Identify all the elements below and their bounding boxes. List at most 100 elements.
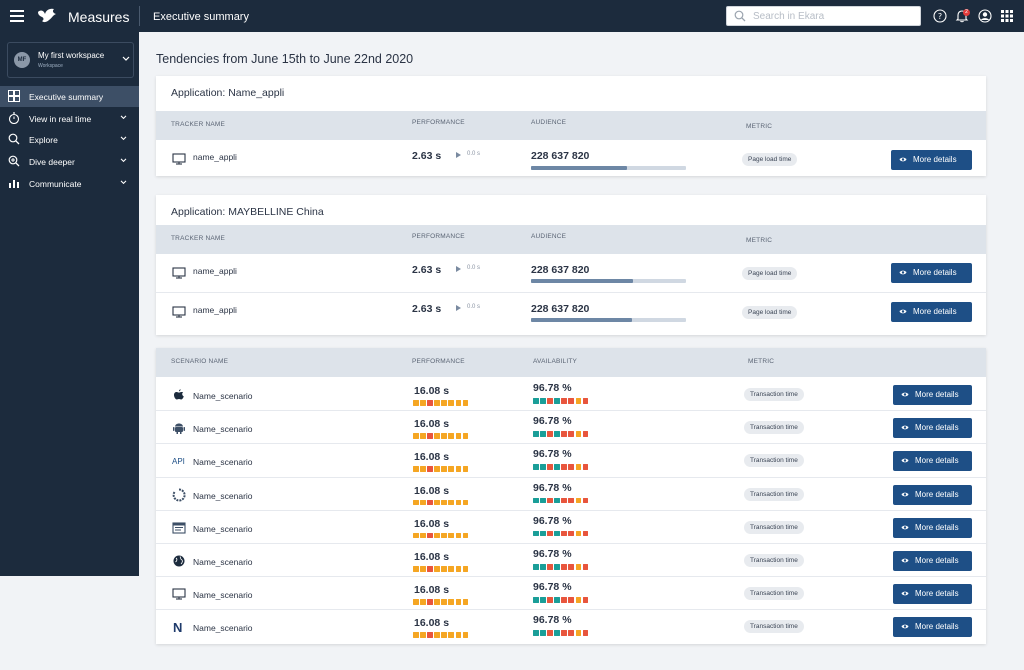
workspace-avatar: MF <box>14 52 30 68</box>
table-header: SCENARIO NAME PERFORMANCE AVAILABILITY M… <box>156 348 986 377</box>
status-square-warn <box>420 499 426 506</box>
more-details-label: More details <box>915 390 959 399</box>
availability-value: 96.78 % <box>533 548 572 560</box>
performance-history <box>413 532 470 539</box>
status-square-bad <box>568 431 574 437</box>
status-square-warn <box>434 532 440 539</box>
performance-value: 16.08 s <box>414 517 450 530</box>
header-performance: PERFORMANCE <box>412 233 465 240</box>
metric-badge: Transaction time <box>744 454 804 468</box>
app-name: Measures <box>68 9 130 25</box>
sidebar-item-1[interactable]: View in real time <box>0 108 139 129</box>
status-square-warn <box>420 532 426 539</box>
more-details-button[interactable]: More details <box>893 551 972 571</box>
performance-history <box>413 599 470 605</box>
performance-value: 2.63 s <box>412 150 442 162</box>
application-card: Application: Name_appli TRACKER NAME PER… <box>156 76 986 176</box>
status-square-bad <box>561 530 567 537</box>
status-square-warn <box>462 433 469 439</box>
status-square-bad <box>547 398 553 404</box>
performance-history <box>413 632 470 638</box>
status-square-warn <box>462 499 469 506</box>
more-details-label: More details <box>915 423 959 433</box>
status-square-warn <box>441 466 447 472</box>
more-details-button[interactable]: More details <box>893 385 972 405</box>
more-details-label: More details <box>915 622 959 632</box>
more-details-label: More details <box>915 522 959 532</box>
menu-icon[interactable] <box>10 10 24 22</box>
sidebar-item-0[interactable]: Executive summary <box>0 86 139 107</box>
sidebar-item-4[interactable]: Communicate <box>0 173 139 194</box>
more-details-button[interactable]: More details <box>891 302 972 322</box>
more-details-button[interactable]: More details <box>893 418 972 439</box>
audience-value: 228 637 820 <box>531 303 590 315</box>
status-square-bad <box>568 630 574 636</box>
more-details-label: More details <box>915 589 959 599</box>
eye-icon <box>899 157 907 162</box>
status-square-ok <box>554 431 560 437</box>
eye-icon <box>901 492 909 496</box>
more-details-button[interactable]: More details <box>893 451 972 472</box>
status-square-bad <box>561 630 567 636</box>
tracker-name: name_appli <box>193 266 237 276</box>
more-details-button[interactable]: More details <box>891 150 972 170</box>
scenario-row: Name_scenario 16.08 s 96.78 % Transactio… <box>156 478 986 511</box>
workspace-selector[interactable]: MF My first workspace Workspace <box>7 42 134 78</box>
chart-icon <box>9 179 19 188</box>
status-square-bad <box>427 566 433 572</box>
notification-badge: 2 <box>963 9 970 16</box>
more-details-button[interactable]: More details <box>893 484 972 505</box>
audience-bar-fill <box>531 279 634 283</box>
header-scenario-name: SCENARIO NAME <box>171 358 229 365</box>
status-square-warn <box>441 566 447 572</box>
desktop-icon <box>172 588 186 600</box>
android-icon <box>173 423 185 435</box>
search-input[interactable] <box>753 9 913 24</box>
more-details-button[interactable]: More details <box>893 617 972 638</box>
status-square-warn <box>413 532 419 539</box>
more-details-label: More details <box>915 556 959 565</box>
n-logo-icon: N <box>173 620 182 634</box>
status-square-ok <box>554 630 560 636</box>
availability-history <box>533 564 590 570</box>
audience-value: 228 637 820 <box>531 264 590 276</box>
status-square-warn <box>448 466 454 472</box>
status-square-ok <box>533 431 539 437</box>
status-square-warn <box>420 566 426 572</box>
status-square-warn <box>575 630 582 636</box>
status-square-ok <box>554 398 560 404</box>
performance-history <box>413 566 470 572</box>
status-square-warn <box>448 499 454 506</box>
header-metric: METRIC <box>746 123 773 130</box>
help-icon[interactable]: ? <box>933 9 947 23</box>
scenario-name: Name_scenario <box>193 590 253 601</box>
chevron-down-icon <box>120 158 127 163</box>
header-performance: PERFORMANCE <box>412 358 465 365</box>
status-square-bad <box>568 597 574 603</box>
status-square-bad <box>582 464 589 470</box>
performance-delta: 0.0 s <box>467 304 481 310</box>
sidebar-item-2[interactable]: Explore <box>0 129 139 150</box>
more-details-button[interactable]: More details <box>893 517 972 538</box>
scenario-name: Name_scenario <box>193 424 253 435</box>
performance-value: 16.08 s <box>414 617 450 630</box>
status-square-bad <box>568 464 574 470</box>
loading-icon <box>172 488 186 502</box>
status-square-ok <box>554 530 560 537</box>
search-icon <box>8 133 20 145</box>
status-square-bad <box>582 398 589 404</box>
web-page-icon <box>172 522 186 534</box>
status-square-warn <box>455 499 462 506</box>
performance-history <box>413 400 470 406</box>
status-square-ok <box>533 564 539 570</box>
status-square-bad <box>427 532 433 539</box>
status-square-bad <box>427 599 433 605</box>
sidebar-item-3[interactable]: Dive deeper <box>0 151 139 172</box>
more-details-button[interactable]: More details <box>893 584 972 605</box>
status-square-ok <box>533 398 539 404</box>
apps-grid-icon[interactable] <box>1000 9 1014 23</box>
user-icon[interactable] <box>978 9 992 23</box>
more-details-button[interactable]: More details <box>891 263 972 283</box>
scenario-row: Name_scenario 16.08 s 96.78 % Transactio… <box>156 411 986 445</box>
status-square-warn <box>420 400 426 406</box>
